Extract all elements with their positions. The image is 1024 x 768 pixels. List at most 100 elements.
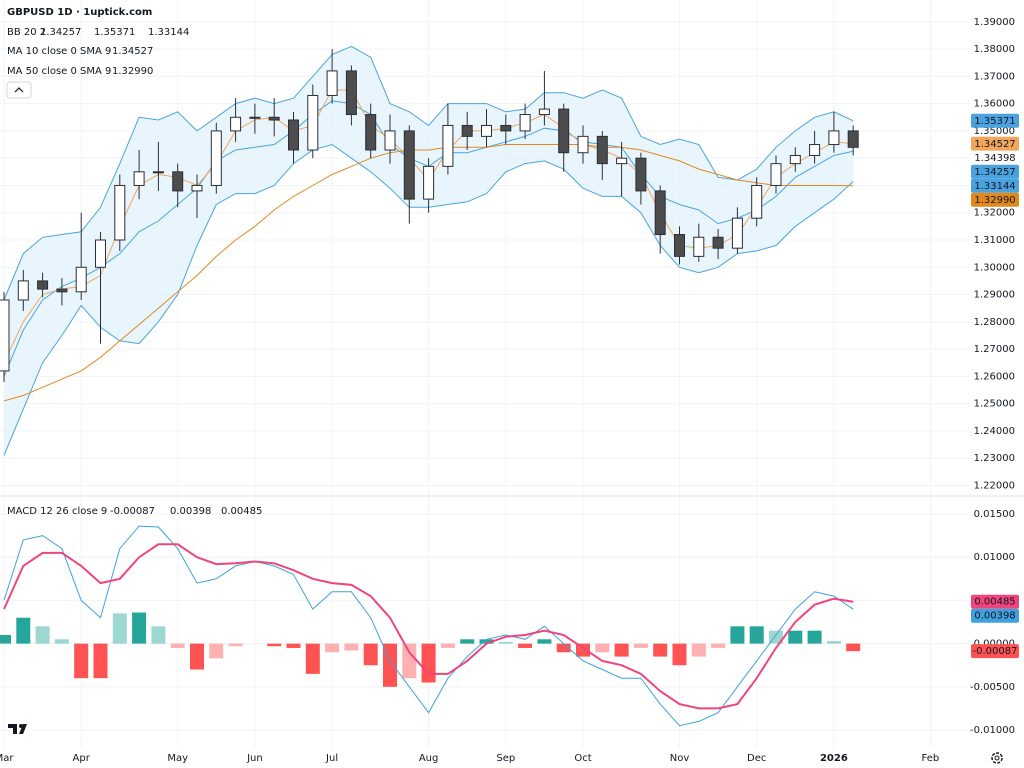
legend-value: 1.34257 <box>40 27 81 38</box>
candle-body <box>751 184 763 219</box>
candle-body <box>172 171 184 192</box>
price-tag-label: 1.33144 <box>974 181 1015 192</box>
x-tick-label: May <box>167 753 188 764</box>
legend-value: 1.34527 <box>112 46 153 57</box>
histogram-bar <box>788 630 803 644</box>
price-tag-label: 1.34398 <box>974 153 1015 164</box>
histogram-bar <box>518 643 533 648</box>
gear-hub <box>994 755 1000 761</box>
candle-body <box>577 135 589 154</box>
histogram-bar <box>209 643 224 659</box>
candle-body <box>403 130 415 200</box>
button-frame[interactable] <box>6 81 32 99</box>
x-tick-label: Feb <box>922 753 940 764</box>
macd-line <box>3 525 854 727</box>
legend-value: 1.35371 <box>94 27 135 38</box>
y-tick-label: 1.39000 <box>974 17 1015 28</box>
histogram-bar <box>460 639 475 644</box>
histogram-bar <box>344 643 359 651</box>
price-tag <box>971 113 1019 128</box>
y-tick-label: 0.00000 <box>974 639 1015 650</box>
candle-body <box>326 70 338 96</box>
histogram-bar <box>807 630 822 644</box>
logo[interactable] <box>8 724 27 734</box>
y-tick-label: 1.23000 <box>974 453 1015 464</box>
histogram-bar <box>691 643 706 657</box>
price-tag-label: 0.00398 <box>974 611 1015 622</box>
y-tick-label: 0.01000 <box>974 552 1015 563</box>
x-tick-label: Jul <box>325 753 338 764</box>
legend-value: 0.00398 <box>170 506 211 517</box>
candle-body <box>596 135 608 165</box>
collapse-button[interactable] <box>6 81 32 99</box>
signal-line <box>3 543 854 710</box>
candle-body <box>56 288 68 293</box>
price-tag-label: 1.35371 <box>974 116 1015 127</box>
y-tick-label: 1.38000 <box>974 44 1015 55</box>
histogram-bar <box>170 643 185 648</box>
y-tick-label: -0.00500 <box>970 682 1015 693</box>
histogram-bar <box>305 643 320 674</box>
histogram-bar <box>556 643 571 653</box>
x-tick-label: Oct <box>574 753 591 764</box>
candle-body <box>461 124 473 137</box>
price-tag-label: 0.00485 <box>974 597 1015 608</box>
candle-body <box>152 171 164 174</box>
histogram-bar <box>421 643 436 683</box>
y-tick-label: 1.35000 <box>974 126 1015 137</box>
legend-value: 0.00485 <box>221 506 262 517</box>
y-tick-label: 1.29000 <box>974 290 1015 301</box>
candle-body <box>770 163 782 186</box>
candle-body <box>538 108 550 116</box>
candle-body <box>37 280 49 290</box>
x-tick-label: Mar <box>0 753 14 764</box>
legend-name: MA 50 close 0 SMA 9 <box>7 66 111 77</box>
candle-body <box>365 114 377 151</box>
candle-body <box>17 280 29 301</box>
candle-body <box>210 130 222 186</box>
y-tick-label: 1.30000 <box>974 262 1015 273</box>
candle-body <box>288 119 299 151</box>
x-tick-label: 2026 <box>820 753 848 764</box>
y-tick-label: 0.01500 <box>974 509 1015 520</box>
price-tag <box>971 136 1019 151</box>
y-tick-label: 1.31000 <box>974 235 1015 246</box>
chart-title: GBPUSD 1D · 1uptick.com <box>7 7 152 18</box>
candle-body <box>712 236 724 249</box>
candle-body <box>635 157 647 192</box>
logo-dot <box>19 724 23 728</box>
histogram-bar <box>74 643 89 679</box>
candle-body <box>75 266 87 293</box>
candle-body <box>114 184 126 241</box>
histogram-bar <box>35 626 50 644</box>
candle-body <box>809 144 821 156</box>
y-tick-label: 1.32000 <box>974 208 1015 219</box>
legend-name: MACD 12 26 close 9 <box>7 506 107 517</box>
candle-body <box>384 130 396 151</box>
price-tag-label: 1.34527 <box>974 139 1015 150</box>
price-axis: 1.22000 1.23000 1.24000 1.25000 1.26000 1.270… <box>0 17 1019 764</box>
y-tick-label: 1.27000 <box>974 344 1015 355</box>
histogram-bar <box>325 643 340 653</box>
x-tick-label: Aug <box>419 753 439 764</box>
x-tick-label: Nov <box>670 753 690 764</box>
candle-body <box>95 239 106 268</box>
settings-button[interactable] <box>991 752 1003 764</box>
gear-icon[interactable] <box>991 752 1003 764</box>
candle-body <box>731 217 743 249</box>
plot-area <box>0 45 861 727</box>
candle-body <box>519 114 531 132</box>
legend-value: 1.32990 <box>112 66 153 77</box>
legend-value: -0.00087 <box>110 506 155 517</box>
histogram-bar <box>653 643 668 657</box>
histogram-bar <box>846 643 861 652</box>
y-tick-label: 1.36000 <box>974 99 1015 110</box>
x-tick-label: Apr <box>73 753 91 764</box>
price-tag <box>971 178 1019 193</box>
candle-body <box>558 108 570 154</box>
band-line <box>3 45 854 301</box>
histogram-bar <box>595 643 610 653</box>
histogram-bar <box>16 617 31 644</box>
price-tag-label: -0.00087 <box>973 646 1018 657</box>
